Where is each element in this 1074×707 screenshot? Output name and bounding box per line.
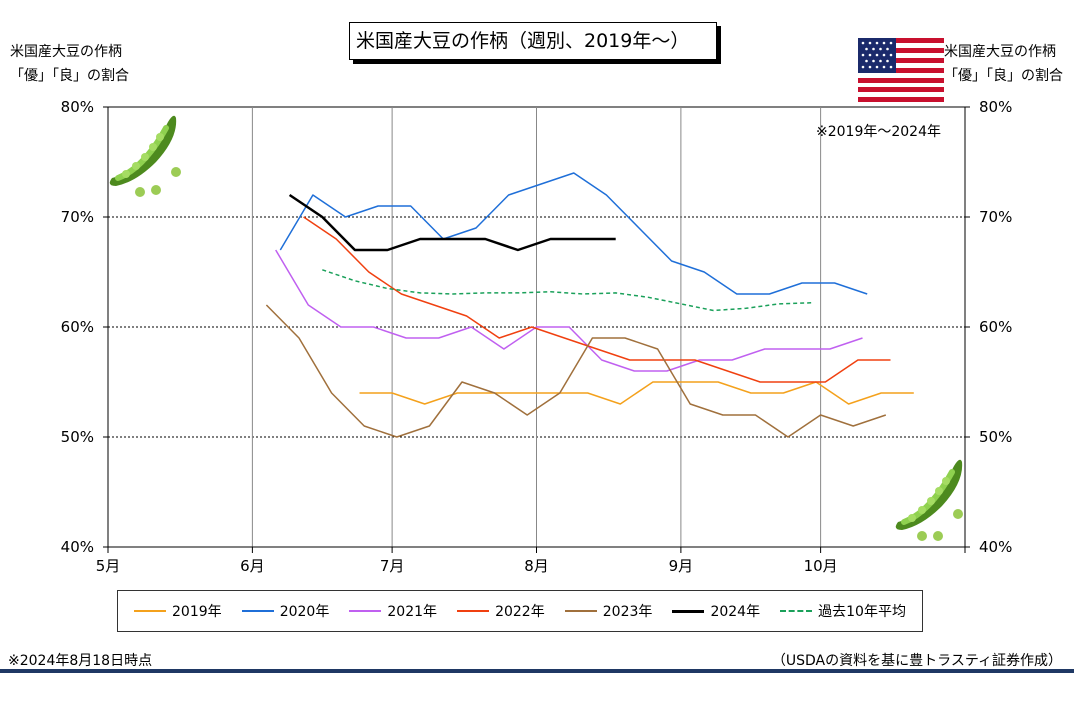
legend-label: 2024年 xyxy=(710,604,761,620)
period-note: ※2019年～2024年 xyxy=(816,124,941,140)
legend-item: 2024年 xyxy=(672,601,760,621)
x-tick-label: 9月 xyxy=(669,557,694,575)
series-line-2024年 xyxy=(288,193,616,252)
x-tick-label: 6月 xyxy=(240,557,265,575)
green-soybean-pod-icon xyxy=(109,115,181,197)
bottom-divider xyxy=(0,669,1074,673)
y-tick-label-right: 40% xyxy=(979,538,1012,556)
y-tick-label-left: 50% xyxy=(61,428,94,446)
y-tick-label-left: 70% xyxy=(61,208,94,226)
series-line-2021年 xyxy=(275,249,863,372)
legend-swatch xyxy=(349,610,382,612)
us-flag-icon xyxy=(858,38,944,102)
left-axis-caption-line2: 「優」「良」の割合 xyxy=(10,68,129,84)
source-note: （USDAの資料を基に豊トラスティ証券作成） xyxy=(771,653,1062,669)
left-axis-caption-line1: 米国産大豆の作柄 xyxy=(10,44,122,60)
legend-item: 2021年 xyxy=(349,601,437,621)
legend-item: 過去10年平均 xyxy=(780,601,906,621)
y-tick-label-left: 60% xyxy=(61,318,94,336)
legend-swatch xyxy=(780,610,813,612)
legend-swatch xyxy=(241,610,274,612)
y-tick-label-right: 60% xyxy=(979,318,1012,336)
legend-label: 過去10年平均 xyxy=(818,604,906,620)
series-line-2020年 xyxy=(279,172,868,295)
y-tick-label-right: 80% xyxy=(979,98,1012,116)
legend-item: 2019年 xyxy=(134,601,222,621)
y-tick-label-right: 50% xyxy=(979,428,1012,446)
x-tick-label: 10月 xyxy=(804,557,838,575)
chart-axes: 40% 40% 50% 50% 60% 60% 70% 70% 80% 80% 5月 6月 7月 8月 9月… xyxy=(61,98,1013,575)
legend-label: 2019年 xyxy=(172,604,222,620)
legend-swatch xyxy=(672,609,705,613)
legend-label: 2022年 xyxy=(495,604,545,620)
series-line-過去10年平均 xyxy=(322,269,812,312)
x-tick-label: 5月 xyxy=(96,557,121,575)
right-axis-caption-line2: 「優」「良」の割合 xyxy=(944,68,1063,84)
x-tick-label: 7月 xyxy=(380,557,405,575)
legend-swatch xyxy=(564,610,597,612)
green-soybean-pod-icon xyxy=(895,459,963,541)
legend-item: 2022年 xyxy=(457,601,545,621)
series-line-2019年 xyxy=(359,381,914,405)
chart-legend: 2019年 2020年 2021年 2022年 2023年 2024年 過去10年平均 xyxy=(117,590,923,632)
x-tick-label: 8月 xyxy=(524,557,549,575)
chart-title: 米国産大豆の作柄（週別、2019年～） xyxy=(349,22,717,60)
y-tick-label-left: 80% xyxy=(61,98,94,116)
series-line-2023年 xyxy=(265,304,887,438)
legend-swatch xyxy=(457,610,490,612)
legend-swatch xyxy=(134,610,167,612)
left-axis-caption: 米国産大豆の作柄 「優」「良」の割合 xyxy=(10,40,129,88)
data-date-note: ※2024年8月18日時点 xyxy=(8,653,153,669)
legend-item: 2020年 xyxy=(241,601,330,621)
right-axis-caption-line1: 米国産大豆の作柄 xyxy=(944,44,1056,60)
y-tick-label-right: 70% xyxy=(979,208,1012,226)
chart-series-lines xyxy=(265,172,914,438)
legend-label: 2023年 xyxy=(602,604,653,620)
series-line-2022年 xyxy=(303,216,891,383)
right-axis-caption: 米国産大豆の作柄 「優」「良」の割合 xyxy=(944,40,1063,88)
legend-label: 2020年 xyxy=(279,604,330,620)
legend-label: 2021年 xyxy=(387,604,438,620)
y-tick-label-left: 40% xyxy=(61,538,94,556)
legend-item: 2023年 xyxy=(564,601,653,621)
